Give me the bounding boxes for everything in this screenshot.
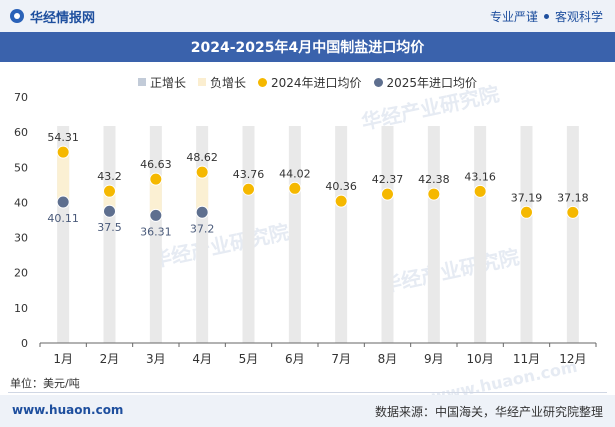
- data-label-2024: 46.63: [140, 158, 172, 171]
- bar-background: [103, 126, 116, 343]
- y-tick-label: 0: [21, 337, 28, 350]
- legend-swatch-2025: [373, 77, 383, 87]
- header-tagline: 专业严谨 客观科学: [490, 0, 603, 32]
- data-label-2024: 37.19: [511, 191, 543, 204]
- logo[interactable]: 华经情报网: [10, 7, 95, 26]
- chart-title: 2024-2025年4月中国制盐进口均价: [190, 40, 425, 56]
- x-tick-label: 4月: [192, 352, 212, 366]
- data-label-2025: 37.5: [97, 221, 122, 234]
- bar-background: [335, 126, 348, 343]
- x-tick-label: 7月: [331, 352, 351, 366]
- point-2025: [103, 204, 116, 218]
- legend-label-2024: 2024年进口均价: [270, 75, 362, 90]
- point-2024: [334, 194, 348, 208]
- data-label-2024: 43.76: [233, 168, 265, 181]
- bar-background: [381, 126, 394, 343]
- x-tick-label: 10月: [467, 352, 494, 366]
- bar-background: [242, 126, 255, 343]
- legend-item-2025: 2025年进口均价: [373, 74, 478, 91]
- y-tick-label: 10: [14, 302, 28, 315]
- data-label-2025: 37.2: [190, 222, 215, 235]
- legend-swatch-negative: [197, 78, 206, 86]
- growth-bar-negative: [196, 172, 209, 213]
- footer: www.huaon.com 数据来源：中国海关，华经产业研究院整理: [0, 395, 615, 427]
- legend-label-positive: 正增长: [149, 75, 186, 90]
- data-label-2024: 43.2: [97, 170, 122, 183]
- point-2024: [195, 165, 209, 179]
- chart-legend: 正增长 负增长 2024年进口均价 2025年进口均价: [0, 72, 615, 92]
- x-tick-label: 5月: [239, 352, 259, 366]
- point-2024: [473, 184, 487, 198]
- x-tick-label: 3月: [146, 352, 166, 366]
- y-tick-label: 30: [14, 232, 28, 245]
- data-label-2024: 44.02: [279, 167, 311, 180]
- bar-background: [474, 126, 487, 343]
- growth-bar-negative: [57, 152, 70, 203]
- data-label-2024: 42.38: [418, 173, 450, 186]
- chart-svg: 0 10 20 30 40 50 60 70 1月 2月 3月 4月 5月 6月 7月 8月 9月 10月 11月 1…: [14, 91, 597, 366]
- site-link[interactable]: www.huaon.com: [12, 403, 124, 417]
- chart-title-bar: 2024-2025年4月中国制盐进口均价: [0, 32, 615, 62]
- point-2024: [520, 205, 533, 219]
- logo-icon: [10, 9, 24, 23]
- bar-background: [288, 126, 301, 343]
- bar-background: [520, 126, 533, 343]
- point-2024: [242, 182, 255, 196]
- point-2025: [149, 208, 163, 222]
- data-label-2024: 40.36: [325, 180, 357, 193]
- header: 华经情报网 专业严谨 客观科学: [0, 0, 615, 32]
- x-tick-label: 1月: [53, 352, 73, 366]
- point-2024: [56, 145, 70, 159]
- data-source: 数据来源：中国海关，华经产业研究院整理: [374, 405, 603, 419]
- data-label-2025: 40.11: [47, 212, 79, 225]
- legend-swatch-positive: [137, 78, 146, 86]
- data-label-2024: 43.16: [464, 170, 496, 183]
- logo-text: 华经情报网: [30, 10, 96, 26]
- point-2024: [381, 187, 394, 201]
- footer-divider: [8, 392, 607, 393]
- legend-item-2024: 2024年进口均价: [257, 74, 362, 91]
- data-label-2024: 54.31: [47, 131, 79, 144]
- point-2024: [288, 181, 302, 195]
- y-tick-label: 40: [14, 196, 28, 209]
- bar-background: [566, 126, 579, 343]
- x-tick-label: 8月: [378, 352, 398, 366]
- legend-item-negative: 负增长: [197, 74, 246, 91]
- legend-label-2025: 2025年进口均价: [386, 75, 478, 90]
- bar-background: [427, 126, 440, 343]
- unit-label: 单位：美元/吨: [10, 377, 80, 390]
- growth-bar-negative: [149, 179, 162, 216]
- dot-icon: [543, 13, 549, 19]
- point-2024: [103, 184, 116, 198]
- data-label-2024: 48.62: [186, 151, 218, 164]
- legend-label-negative: 负增长: [209, 75, 246, 90]
- x-tick-label: 6月: [285, 352, 305, 366]
- data-label-2025: 36.31: [140, 225, 172, 238]
- point-2024: [149, 172, 163, 186]
- tagline-1: 专业严谨: [489, 9, 538, 24]
- legend-swatch-2024: [257, 77, 267, 87]
- x-tick-label: 9月: [424, 352, 444, 366]
- point-2025: [195, 205, 209, 219]
- y-tick-label: 50: [14, 161, 28, 174]
- point-2024: [566, 205, 580, 219]
- x-tick-label: 12月: [559, 352, 586, 366]
- legend-item-positive: 正增长: [137, 74, 186, 91]
- y-tick-label: 60: [14, 126, 28, 139]
- data-label-2024: 37.18: [557, 191, 589, 204]
- tagline-2: 客观科学: [554, 9, 603, 24]
- point-2024: [427, 187, 441, 201]
- y-tick-label: 70: [14, 91, 28, 104]
- x-tick-label: 11月: [513, 352, 540, 366]
- point-2025: [56, 195, 70, 209]
- x-tick-label: 2月: [100, 352, 120, 366]
- y-tick-label: 20: [14, 267, 28, 280]
- data-label-2024: 42.37: [372, 173, 404, 186]
